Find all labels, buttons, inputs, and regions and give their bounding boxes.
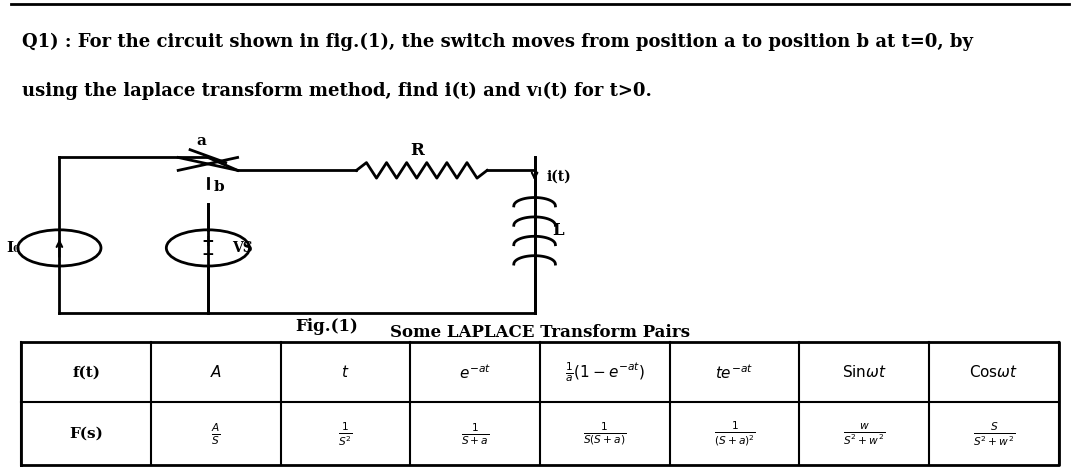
Text: $A$: $A$	[210, 364, 222, 380]
Text: $e^{-at}$: $e^{-at}$	[459, 363, 491, 382]
Text: L: L	[553, 222, 564, 239]
Text: a: a	[197, 133, 206, 148]
Text: $\frac{1}{a}(1-e^{-at})$: $\frac{1}{a}(1-e^{-at})$	[565, 360, 645, 384]
Text: −: −	[202, 247, 214, 262]
Text: R: R	[410, 142, 423, 159]
Text: $\frac{1}{S(S+a)}$: $\frac{1}{S(S+a)}$	[583, 421, 626, 447]
Text: $\frac{1}{S^2}$: $\frac{1}{S^2}$	[338, 420, 353, 447]
Text: +: +	[202, 234, 214, 249]
Text: $te^{-at}$: $te^{-at}$	[715, 363, 754, 382]
Text: b: b	[214, 180, 225, 194]
Text: I₀: I₀	[6, 241, 19, 255]
Text: Fig.(1): Fig.(1)	[295, 318, 359, 335]
Text: $\frac{1}{(S+a)^2}$: $\frac{1}{(S+a)^2}$	[714, 420, 755, 448]
Text: $t$: $t$	[341, 364, 350, 380]
Text: using the laplace transform method, find i(t) and vₗ(t) for t>0.: using the laplace transform method, find…	[22, 82, 651, 100]
Text: $\mathrm{Sin}\omega t$: $\mathrm{Sin}\omega t$	[841, 364, 887, 380]
Text: $\frac{1}{S+a}$: $\frac{1}{S+a}$	[461, 421, 489, 446]
Text: $\frac{w}{S^2+w^2}$: $\frac{w}{S^2+w^2}$	[843, 421, 886, 446]
Text: f(t): f(t)	[72, 365, 100, 379]
Text: $\frac{S}{S^2+w^2}$: $\frac{S}{S^2+w^2}$	[973, 420, 1015, 447]
Text: F(s): F(s)	[69, 427, 104, 441]
Text: Q1) : For the circuit shown in fig.(1), the switch moves from position a to posi: Q1) : For the circuit shown in fig.(1), …	[22, 33, 973, 51]
Text: $\frac{A}{S}$: $\frac{A}{S}$	[211, 421, 220, 446]
Text: i(t): i(t)	[546, 170, 571, 184]
Text: VS: VS	[232, 241, 253, 255]
Text: $\mathrm{Cos}\omega t$: $\mathrm{Cos}\omega t$	[969, 364, 1018, 380]
Text: Some LAPLACE Transform Pairs: Some LAPLACE Transform Pairs	[390, 324, 690, 341]
